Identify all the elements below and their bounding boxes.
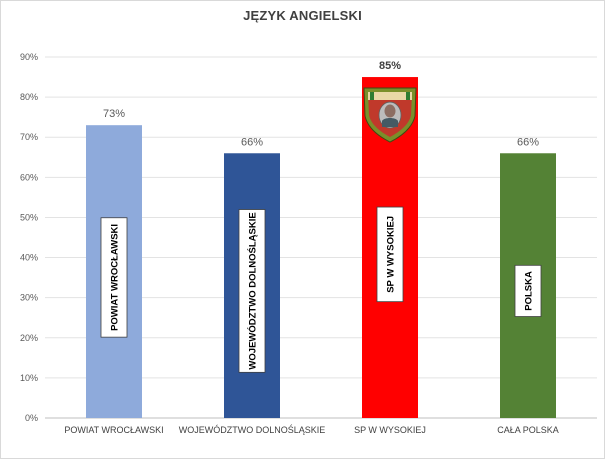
bar-tag-label: POWIAT WROCŁAWSKI [110, 224, 121, 331]
bar-tag-box [376, 206, 404, 303]
y-tick-label: 80% [20, 92, 38, 102]
school-crest-icon [363, 87, 417, 143]
y-tick-label: 20% [20, 333, 38, 343]
bar-tag-label: SP W WYSOKIEJ [386, 216, 397, 293]
x-tick-label: SP W WYSOKIEJ [354, 425, 426, 435]
bar-tag-box [238, 209, 266, 373]
bar-tag: POLSKA [514, 264, 542, 317]
y-tick-label: 0% [25, 413, 38, 423]
bar-tag: SP W WYSOKIEJ [376, 206, 404, 303]
bar-tag-box [100, 217, 128, 338]
bars: 73% POWIAT WROCŁAWSKI POWIAT WROCŁAWSKI 66%… [64, 60, 558, 435]
bar-tag-label: WOJEWÓDZTWO DOLNOŚLĄSKIE [247, 212, 259, 369]
x-tick-label: WOJEWÓDZTWO DOLNOŚLĄSKIE [179, 424, 326, 435]
y-tick-label: 90% [20, 52, 38, 62]
x-tick-label: CAŁA POLSKA [497, 425, 559, 435]
bar-tag: POWIAT WROCŁAWSKI [100, 217, 128, 338]
y-tick-label: 10% [20, 373, 38, 383]
y-tick-label: 70% [20, 132, 38, 142]
y-tick-label: 50% [20, 212, 38, 222]
bar-tag: WOJEWÓDZTWO DOLNOŚLĄSKIE [238, 209, 266, 373]
bar-tag-label: POLSKA [524, 271, 535, 311]
data-label: 66% [517, 136, 539, 148]
y-tick-label: 60% [20, 172, 38, 182]
y-tick-label: 40% [20, 253, 38, 263]
chart-title: JĘZYK ANGIELSKI [243, 8, 362, 23]
data-label: 85% [379, 60, 401, 72]
x-tick-label: POWIAT WROCŁAWSKI [64, 425, 163, 435]
y-tick-label: 30% [20, 293, 38, 303]
data-label: 73% [103, 108, 125, 120]
data-label: 66% [241, 136, 263, 148]
bar-tag-box [514, 264, 542, 317]
